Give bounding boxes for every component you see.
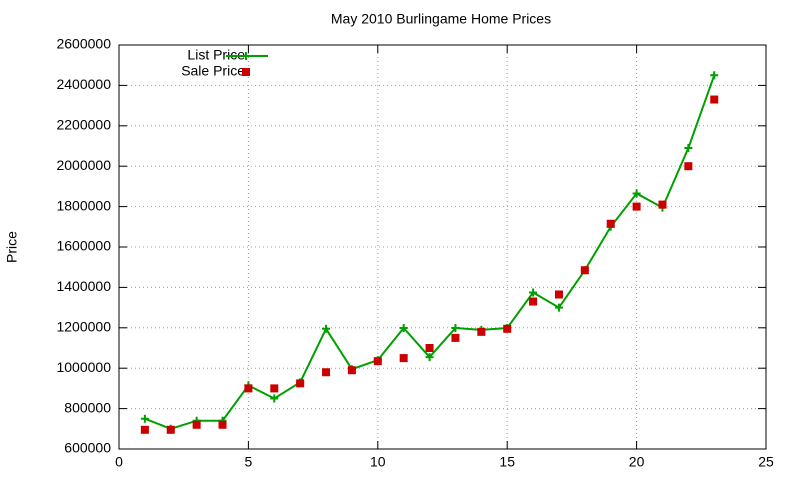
data-point — [425, 353, 434, 362]
plot-frame — [118, 44, 767, 450]
data-point — [529, 288, 538, 297]
data-point — [373, 357, 382, 366]
data-point — [477, 327, 486, 336]
data-point — [244, 384, 253, 393]
y-tick-label: 1800000 — [56, 197, 111, 213]
series-line — [144, 74, 716, 430]
data-point — [554, 303, 563, 312]
y-tick-label: 2600000 — [56, 36, 111, 52]
data-point — [347, 366, 356, 375]
y-tick-label: 2200000 — [56, 117, 111, 133]
y-tick-label: 1200000 — [56, 319, 111, 335]
data-point — [140, 425, 149, 434]
data-point — [451, 333, 460, 342]
data-point — [606, 219, 615, 228]
x-tick-label: 20 — [629, 454, 645, 470]
legend-marker — [242, 68, 250, 76]
x-tick-label: 0 — [115, 454, 123, 470]
data-point — [166, 425, 175, 434]
data-point — [140, 414, 149, 423]
data-point — [710, 95, 719, 104]
data-point — [554, 290, 563, 299]
x-tick-label: 10 — [370, 454, 386, 470]
data-point — [322, 324, 331, 333]
y-tick-label: 2400000 — [56, 76, 111, 92]
data-point — [218, 420, 227, 429]
data-point — [270, 394, 279, 403]
y-tick-label: 800000 — [64, 399, 111, 415]
data-point — [270, 384, 279, 393]
data-point — [529, 297, 538, 306]
data-point — [451, 324, 460, 333]
data-point — [322, 368, 331, 377]
y-axis-label: Price — [4, 231, 20, 263]
x-tick-label: 15 — [499, 454, 515, 470]
x-tick-label: 5 — [245, 454, 253, 470]
data-point — [399, 324, 408, 333]
legend-label: Sale Price — [181, 63, 245, 79]
y-tick-label: 1400000 — [56, 278, 111, 294]
data-point — [192, 420, 201, 429]
legend-marker — [242, 52, 250, 60]
chart-title: May 2010 Burlingame Home Prices — [331, 11, 551, 27]
data-point — [503, 324, 512, 333]
data-point — [296, 379, 305, 388]
y-tick-label: 2000000 — [56, 157, 111, 173]
data-point — [425, 344, 434, 352]
data-point — [632, 202, 641, 211]
data-point — [399, 354, 408, 363]
data-point — [710, 71, 719, 80]
data-point — [580, 266, 589, 275]
legend-label: List Price — [187, 47, 245, 63]
data-point — [632, 189, 641, 198]
data-point — [684, 144, 693, 153]
y-tick-label: 1600000 — [56, 238, 111, 254]
y-tick-label: 600000 — [64, 440, 111, 456]
x-tick-label: 25 — [758, 454, 774, 470]
data-point — [684, 162, 693, 171]
y-tick-label: 1000000 — [56, 359, 111, 375]
data-point — [658, 200, 667, 209]
